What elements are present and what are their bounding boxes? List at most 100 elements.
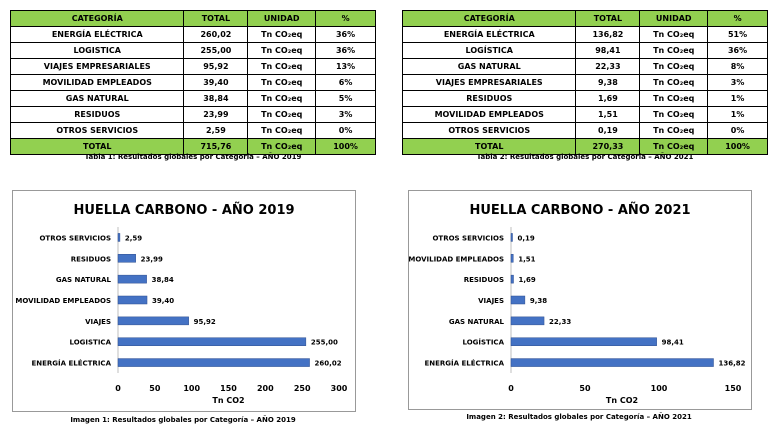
category-label: OTROS SERVICIOS <box>432 234 504 242</box>
data-label: 22,33 <box>549 318 571 326</box>
total-cell-cat: TOTAL <box>9 138 185 155</box>
x-tick-label: 200 <box>257 384 274 393</box>
bar <box>510 358 714 367</box>
data-label: 98,41 <box>662 339 684 347</box>
cell-pct: 36% <box>315 26 376 43</box>
table-row: OTROS SERVICIOS 0,19 Tn CO₂eq 0% <box>401 122 768 139</box>
bar <box>510 337 657 346</box>
bar <box>117 337 307 346</box>
cell-total: 2,59 <box>183 122 249 139</box>
cell-unit: Tn CO₂eq <box>247 122 317 139</box>
x-tick-label: 100 <box>183 384 200 393</box>
cell-total: 1,69 <box>575 90 641 107</box>
x-tick-label: 100 <box>651 384 668 393</box>
results-table-2019: CATEGORÍA TOTAL UNIDAD % ENERGÍA ELÉCTRI… <box>9 10 376 155</box>
chart-2019-frame: HUELLA CARBONO - AÑO 2019 OTROS SERVICIOS… <box>12 190 356 412</box>
chart2-caption: Imagen 2: Resultados globales por Catego… <box>466 413 692 421</box>
category-label: MOVILIDAD EMPLEADOS <box>409 255 504 263</box>
cell-pct: 5% <box>315 90 376 107</box>
cell-unit: Tn CO₂eq <box>639 90 709 107</box>
data-label: 95,92 <box>194 318 216 326</box>
table-row: RESIDUOS 1,69 Tn CO₂eq 1% <box>401 90 768 107</box>
table-row: ENERGÍA ELÉCTRICA 260,02 Tn CO₂eq 36% <box>9 26 376 43</box>
cell-pct: 36% <box>315 42 376 59</box>
cell-cat: MOVILIDAD EMPLEADOS <box>9 74 185 91</box>
data-label: 38,84 <box>152 276 174 284</box>
cell-pct: 6% <box>315 74 376 91</box>
cell-total: 98,41 <box>575 42 641 59</box>
category-label: ENERGÍA ELÉCTRICA <box>424 359 504 368</box>
cell-pct: 0% <box>707 122 768 139</box>
x-tick-label: 0 <box>508 384 514 393</box>
x-axis-label: Tn CO2 <box>606 396 638 405</box>
cell-unit: Tn CO₂eq <box>247 90 317 107</box>
bar <box>117 274 147 284</box>
bar <box>510 274 514 284</box>
cell-cat: LOGÍSTICA <box>401 42 577 59</box>
x-tick-label: 0 <box>115 384 121 393</box>
table1-caption: Tabla 1: Resultados globales por Categor… <box>84 153 302 161</box>
table-row: OTROS SERVICIOS 2,59 Tn CO₂eq 0% <box>9 122 376 139</box>
data-label: 39,40 <box>152 297 174 305</box>
cell-pct: 36% <box>707 42 768 59</box>
x-tick-label: 50 <box>149 384 161 393</box>
cell-unit: Tn CO₂eq <box>247 106 317 123</box>
category-label: OTROS SERVICIOS <box>39 234 111 242</box>
cell-cat: VIAJES EMPRESARIALES <box>401 74 577 91</box>
bar <box>117 295 148 305</box>
cell-unit: Tn CO₂eq <box>639 58 709 75</box>
cell-total: 1,51 <box>575 106 641 123</box>
category-label: RESIDUOS <box>464 276 504 284</box>
data-label: 2,59 <box>125 234 142 242</box>
bar <box>510 316 545 326</box>
table-row: GAS NATURAL 38,84 Tn CO₂eq 5% <box>9 90 376 107</box>
cell-unit: Tn CO₂eq <box>639 26 709 43</box>
x-axis-label: Tn CO2 <box>212 396 244 405</box>
chart-2021-frame: HUELLA CARBONO - AÑO 2021 OTROS SERVICIOS… <box>408 190 752 410</box>
table-row: RESIDUOS 23,99 Tn CO₂eq 3% <box>9 106 376 123</box>
table-row: VIAJES EMPRESARIALES 9,38 Tn CO₂eq 3% <box>401 74 768 91</box>
x-tick-label: 150 <box>220 384 237 393</box>
cell-pct: 51% <box>707 26 768 43</box>
header-pct: % <box>315 10 376 27</box>
cell-total: 22,33 <box>575 58 641 75</box>
cell-cat: OTROS SERVICIOS <box>9 122 185 139</box>
header-total: TOTAL <box>575 10 641 27</box>
header-categoria: CATEGORÍA <box>9 10 185 27</box>
table2-caption: Tabla 2: Resultados globales por Categor… <box>476 153 694 161</box>
data-label: 0,19 <box>518 234 535 242</box>
total-cell-unit: Tn CO₂eq <box>247 138 317 155</box>
data-label: 1,69 <box>519 276 536 284</box>
bar <box>117 358 310 367</box>
cell-pct: 8% <box>707 58 768 75</box>
cell-cat: RESIDUOS <box>9 106 185 123</box>
cell-total: 136,82 <box>575 26 641 43</box>
cell-unit: Tn CO₂eq <box>247 26 317 43</box>
table-row: GAS NATURAL 22,33 Tn CO₂eq 8% <box>401 58 768 75</box>
category-label: ENERGÍA ELÉCTRICA <box>31 359 111 368</box>
cell-unit: Tn CO₂eq <box>247 42 317 59</box>
cell-unit: Tn CO₂eq <box>639 122 709 139</box>
cell-total: 9,38 <box>575 74 641 91</box>
category-label: GAS NATURAL <box>449 318 505 326</box>
cell-cat: VIAJES EMPRESARIALES <box>9 58 185 75</box>
cell-total: 38,84 <box>183 90 249 107</box>
bar <box>510 233 513 242</box>
results-table-2021: CATEGORÍA TOTAL UNIDAD % ENERGÍA ELÉCTRI… <box>401 10 768 155</box>
data-label: 260,02 <box>315 360 342 368</box>
header-unidad: UNIDAD <box>639 10 709 27</box>
category-label: VIAJES <box>478 297 504 305</box>
category-label: RESIDUOS <box>71 255 111 263</box>
data-label: 9,38 <box>530 297 547 305</box>
table-row: MOVILIDAD EMPLEADOS 39,40 Tn CO₂eq 6% <box>9 74 376 91</box>
cell-cat: GAS NATURAL <box>401 58 577 75</box>
cell-cat: OTROS SERVICIOS <box>401 122 577 139</box>
header-pct: % <box>707 10 768 27</box>
cell-total: 0,19 <box>575 122 641 139</box>
total-cell-total: 270,33 <box>575 138 641 155</box>
chart-2021: HUELLA CARBONO - AÑO 2021 OTROS SERVICIOS… <box>408 202 745 405</box>
cell-unit: Tn CO₂eq <box>639 106 709 123</box>
table-row: LOGÍSTICA 98,41 Tn CO₂eq 36% <box>401 42 768 59</box>
cell-cat: MOVILIDAD EMPLEADOS <box>401 106 577 123</box>
cell-pct: 1% <box>707 90 768 107</box>
